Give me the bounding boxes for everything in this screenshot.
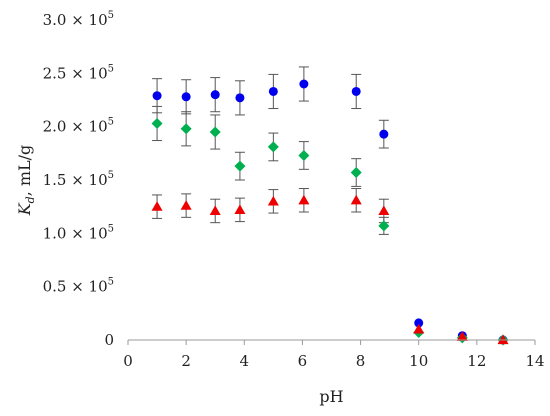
- data-point-circle: [235, 93, 245, 103]
- data-point-triangle: [497, 334, 509, 345]
- y-tick-exponent: 5: [108, 223, 114, 234]
- data-point-diamond: [350, 167, 362, 179]
- y-tick-base: × 10: [66, 224, 107, 242]
- data-point-triangle: [209, 205, 221, 216]
- x-axis-title: pH: [319, 387, 343, 406]
- y-tick-exponent: 5: [108, 63, 114, 74]
- x-axis-ticks: 0 2 4 6 8 10 12 14: [123, 340, 545, 370]
- y-tick-exponent: 5: [108, 10, 114, 21]
- data-point-triangle: [298, 194, 310, 205]
- x-tick-label: 2: [181, 352, 191, 370]
- y-tick-mantissa: 1.0: [43, 224, 67, 242]
- y-tick-exponent: 5: [108, 277, 114, 288]
- data-point-circle: [210, 90, 220, 100]
- y-tick-label: 3.0 × 105: [43, 10, 114, 29]
- y-tick-label: 1.0 × 105: [43, 223, 114, 242]
- y-tick-base: × 10: [66, 118, 107, 136]
- y-axis-title-symbol: K: [15, 202, 34, 216]
- data-point-triangle: [151, 201, 163, 211]
- y-tick-label: 2.5 × 105: [43, 63, 114, 82]
- data-point-circle: [152, 91, 162, 101]
- data-point-diamond: [151, 117, 163, 129]
- y-tick-base: × 10: [66, 11, 107, 29]
- y-tick-label: 0: [104, 331, 114, 349]
- data-point-triangle: [234, 204, 246, 214]
- x-tick-label: 14: [525, 352, 544, 370]
- y-axis-title-subscript: d: [24, 196, 37, 203]
- y-tick-base: × 10: [66, 278, 107, 296]
- data-point-diamond: [267, 141, 279, 153]
- y-tick-exponent: 5: [108, 117, 114, 128]
- y-tick-mantissa: 3.0: [43, 11, 67, 29]
- data-point-diamond: [180, 123, 192, 135]
- data-point-circle: [299, 79, 309, 89]
- x-tick-label: 6: [298, 352, 308, 370]
- data-point-triangle: [378, 205, 390, 216]
- data-point-circle: [268, 86, 278, 96]
- y-tick-exponent: 5: [108, 170, 114, 181]
- y-tick-label: 0.5 × 105: [43, 277, 114, 296]
- y-tick-mantissa: 0.5: [43, 278, 67, 296]
- y-axis-title-unit: , mL/g: [15, 145, 34, 197]
- data-point-diamond: [298, 149, 310, 161]
- data-point-triangle: [267, 195, 279, 206]
- y-tick-base: × 10: [66, 171, 107, 189]
- x-tick-label: 10: [409, 352, 428, 370]
- data-point-diamond: [234, 160, 246, 172]
- data-point-triangle: [180, 200, 192, 210]
- y-tick-mantissa: 2.0: [43, 118, 67, 136]
- x-tick-label: 12: [467, 352, 486, 370]
- x-tick-label: 0: [123, 352, 133, 370]
- data-point-circle: [181, 92, 191, 102]
- data-point-diamond: [209, 126, 221, 138]
- y-tick-mantissa: 2.5: [43, 64, 67, 82]
- x-tick-label: 8: [356, 352, 366, 370]
- x-tick-label: 4: [240, 352, 250, 370]
- y-axis-title: Kd, mL/g: [15, 145, 37, 217]
- y-tick-mantissa: 1.5: [43, 171, 67, 189]
- data-points: [151, 79, 509, 346]
- data-point-diamond: [378, 220, 390, 232]
- data-point-circle: [379, 129, 389, 139]
- data-point-triangle: [456, 331, 468, 341]
- data-point-triangle: [413, 323, 425, 334]
- data-point-triangle: [350, 194, 362, 205]
- data-point-circle: [351, 86, 361, 96]
- data-point-circle: [414, 318, 424, 328]
- y-tick-label: 2.0 × 105: [43, 117, 114, 136]
- y-tick-label: 1.5 × 105: [43, 170, 114, 189]
- y-tick-base: × 10: [66, 64, 107, 82]
